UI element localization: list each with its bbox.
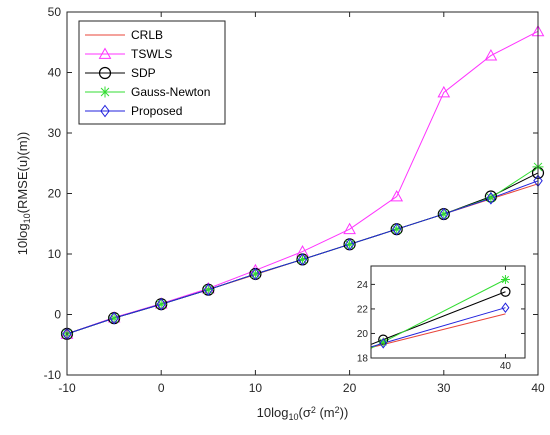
legend-marker-tswls bbox=[98, 47, 112, 59]
data-point-proposed bbox=[203, 283, 214, 297]
y-tick-label: 50 bbox=[48, 5, 62, 19]
data-point-proposed bbox=[344, 237, 355, 251]
x-tick-label: 10 bbox=[249, 381, 263, 395]
axes-box bbox=[66, 11, 539, 376]
y-axis-label: 10log10(RMSE(u)(m)) bbox=[15, 132, 32, 255]
legend-label-crlb: CRLB bbox=[131, 28, 163, 42]
x-axis-label: 10log10(σ2 (m2)) bbox=[257, 405, 349, 422]
x-axis-label-part: (m bbox=[316, 405, 335, 420]
x-axis-label-part: (σ bbox=[298, 405, 310, 420]
asterisk-stroke bbox=[100, 87, 110, 97]
data-point-proposed bbox=[297, 253, 308, 266]
y-tick-label: 30 bbox=[48, 126, 62, 140]
data-point-proposed bbox=[486, 192, 496, 205]
legend: CRLB TSWLS SDP Gauss-Newton Proposed bbox=[78, 20, 226, 125]
x-tick-label: -10 bbox=[58, 381, 76, 395]
inset-y-tick-label: 18 bbox=[357, 354, 369, 365]
inset-y-tick-label: 22 bbox=[357, 304, 369, 315]
inset-data-point-gauss-newton bbox=[500, 274, 510, 284]
data-point-proposed bbox=[109, 311, 119, 325]
inset-plot-area bbox=[371, 266, 525, 358]
y-tick-label: 0 bbox=[54, 308, 61, 322]
data-point-tswls bbox=[484, 49, 498, 61]
y-tick-label: 20 bbox=[48, 187, 62, 201]
legend-label-gauss-newton: Gauss-Newton bbox=[131, 85, 210, 99]
x-axis-label-part: 10 bbox=[288, 412, 298, 422]
x-tick-label: 30 bbox=[437, 381, 451, 395]
series-line-tswls bbox=[66, 30, 539, 335]
data-point-tswls bbox=[390, 189, 404, 202]
data-point-tswls bbox=[437, 85, 451, 98]
inset-x-tick-label: 40 bbox=[500, 361, 512, 372]
inset-y-tick-label: 20 bbox=[357, 329, 369, 340]
y-tick-label: -10 bbox=[44, 368, 62, 382]
x-axis-label-part: 2 bbox=[335, 405, 340, 415]
legend-marker-gauss-newton bbox=[99, 86, 111, 98]
x-axis-label-part: 2 bbox=[311, 405, 316, 415]
data-point-tswls bbox=[343, 222, 356, 235]
data-point-proposed bbox=[391, 222, 402, 236]
x-tick-label: 40 bbox=[531, 381, 545, 395]
y-axis-label-part: (RMSE(u)(m)) bbox=[15, 132, 30, 214]
inset-chart: 18 20 22 24 40 bbox=[357, 265, 526, 372]
y-axis-label-part: 10 bbox=[22, 213, 32, 223]
legend-label-tswls: TSWLS bbox=[131, 47, 172, 61]
x-axis-label-part: )) bbox=[340, 405, 349, 420]
x-tick-label: 0 bbox=[158, 381, 165, 395]
y-tick-label: 40 bbox=[48, 66, 62, 80]
y-tick-label: 10 bbox=[48, 247, 62, 261]
y-axis-label-part: 10log bbox=[15, 223, 30, 255]
asterisk-stroke bbox=[501, 275, 510, 284]
inset-data-point-proposed bbox=[501, 302, 510, 314]
data-point-proposed bbox=[156, 297, 166, 311]
x-axis-label-part: 10log bbox=[257, 405, 289, 420]
data-point-proposed bbox=[250, 267, 261, 281]
legend-marker-sdp bbox=[98, 66, 112, 80]
inset-y-tick-label: 24 bbox=[357, 280, 369, 291]
legend-label-sdp: SDP bbox=[131, 66, 156, 80]
inset-axes-box bbox=[370, 265, 526, 359]
inset-data-point-proposed bbox=[379, 337, 388, 349]
x-tick-label: 20 bbox=[343, 381, 357, 395]
legend-marker-proposed bbox=[100, 104, 110, 118]
inset-data-point-sdp bbox=[500, 286, 511, 297]
legend-label-proposed: Proposed bbox=[131, 104, 182, 118]
data-point-proposed bbox=[439, 207, 449, 221]
